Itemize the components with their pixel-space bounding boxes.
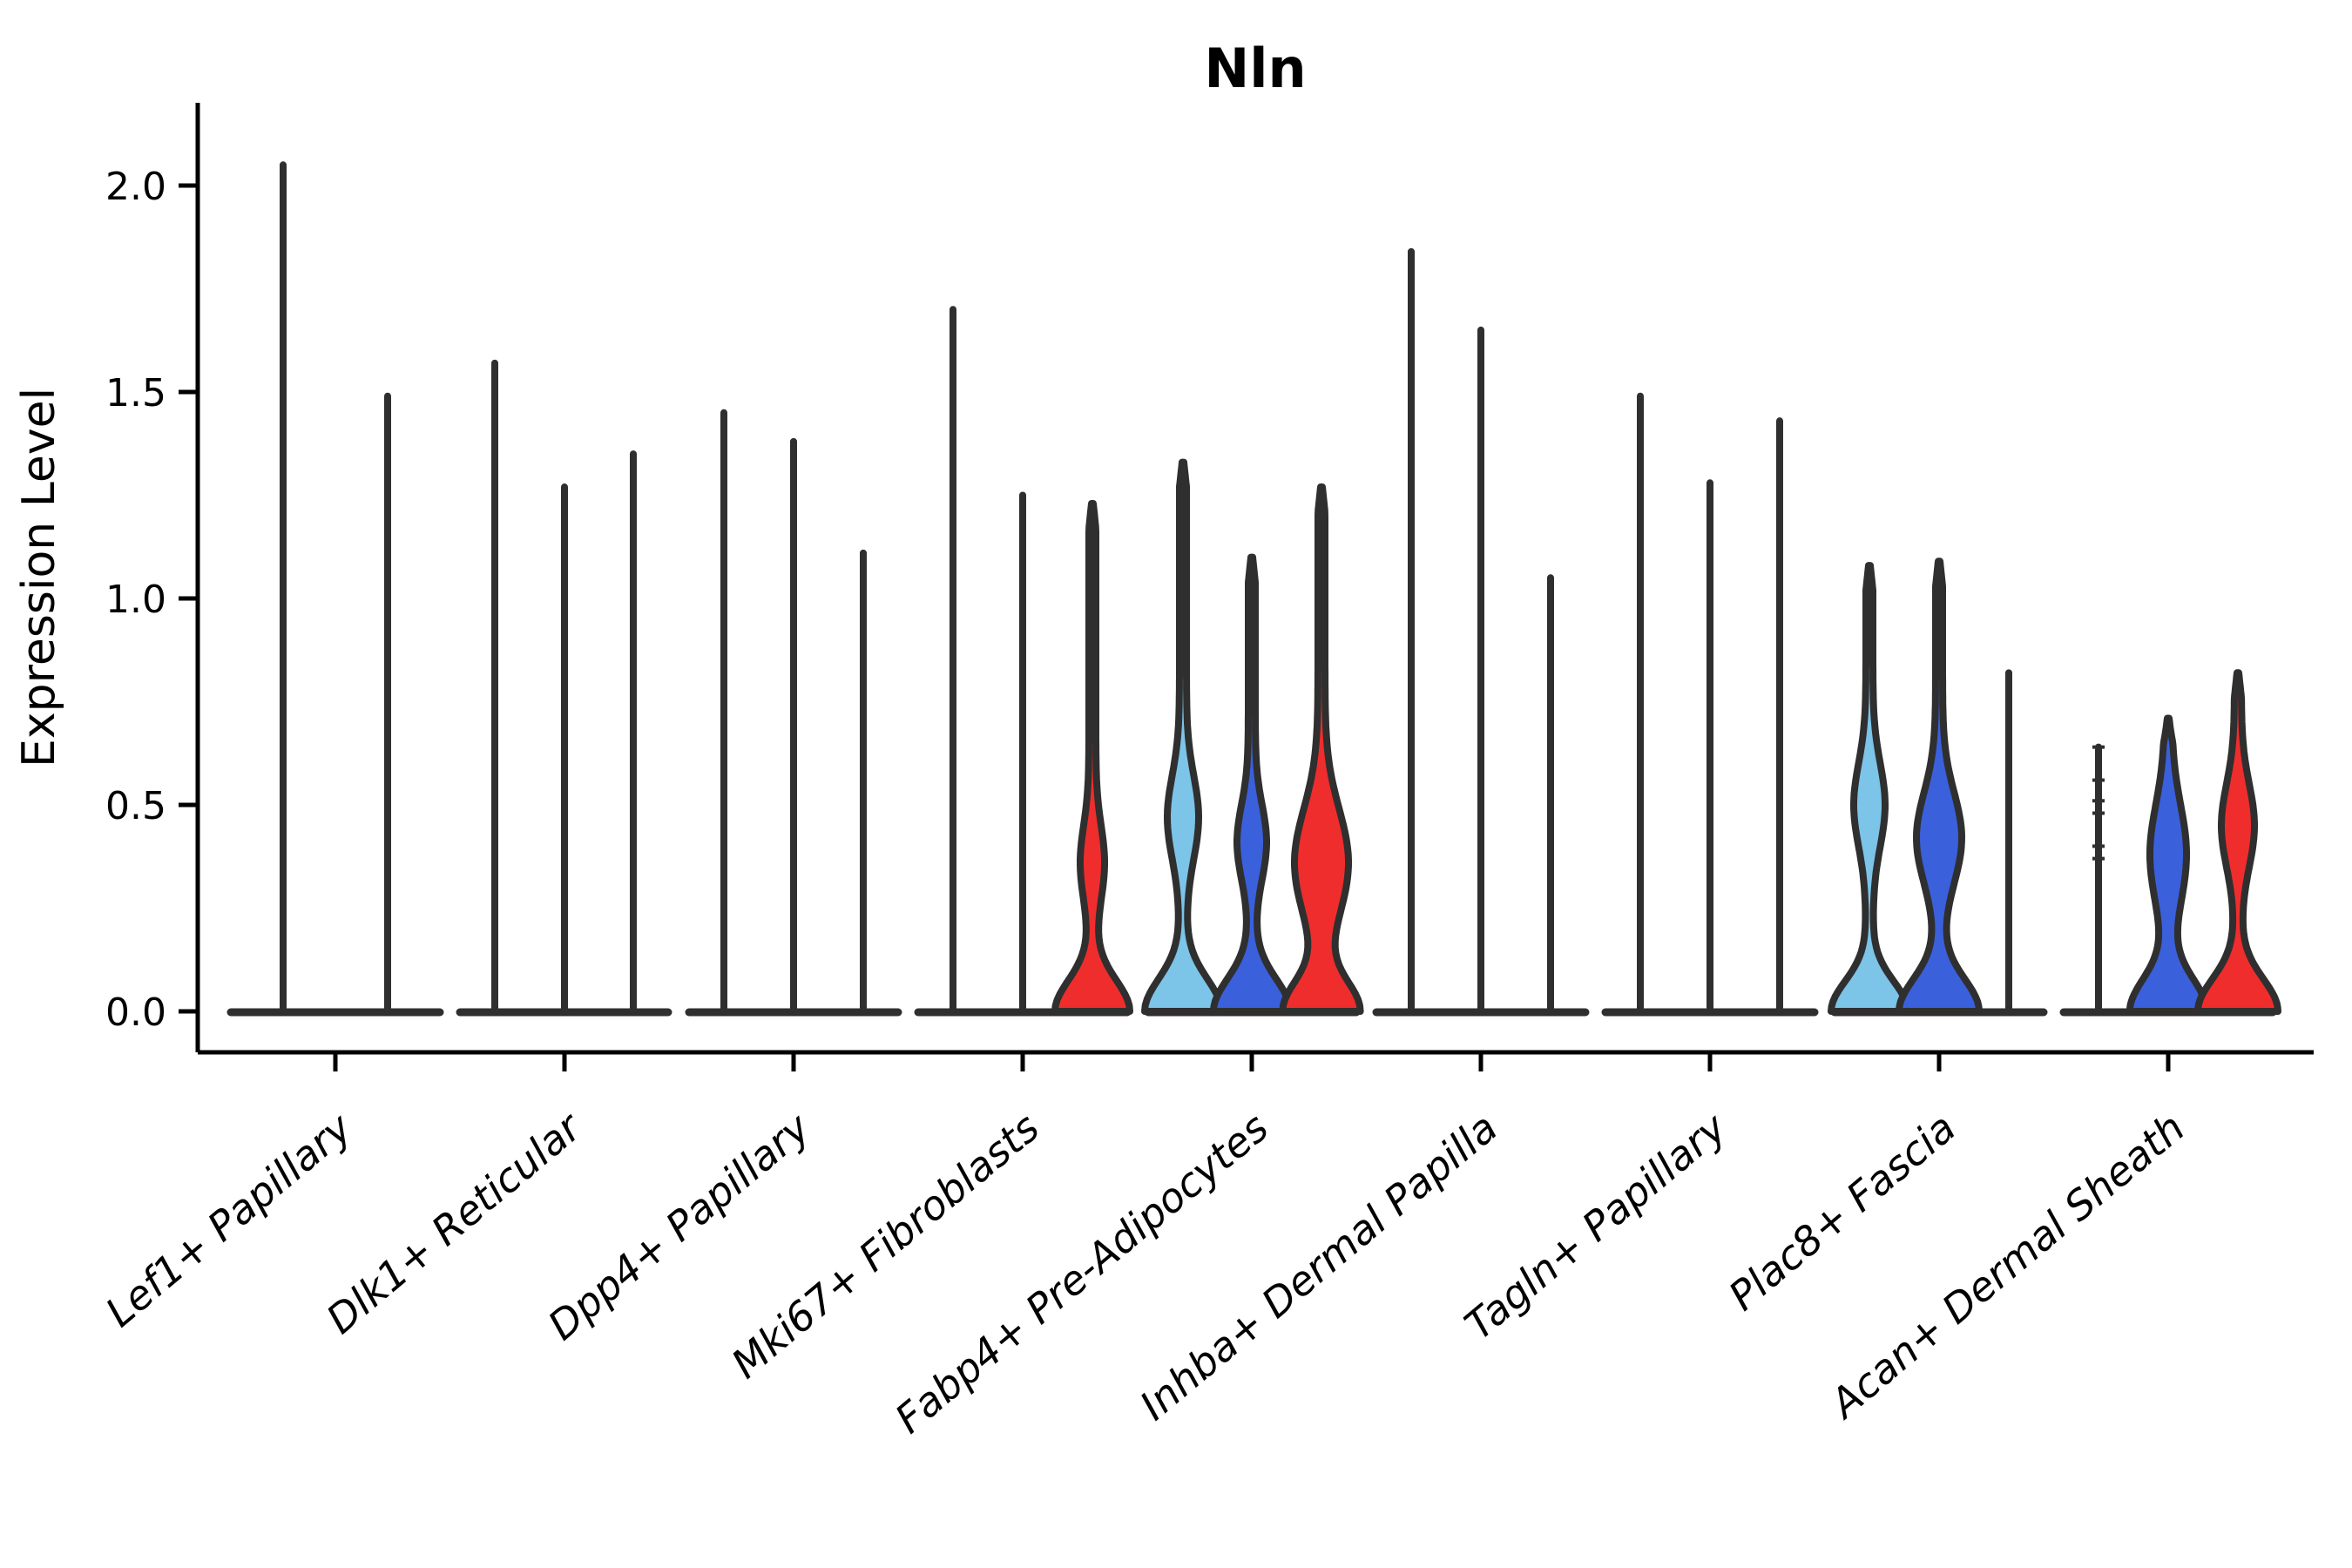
- violin-body-blue: [1210, 553, 1294, 1015]
- y-tick-label: 1.5: [105, 371, 166, 416]
- y-tick-label: 1.0: [105, 578, 166, 622]
- x-tick-label: Lef1+ Papillary: [97, 1104, 362, 1336]
- violin-body-blue: [1896, 558, 1983, 1015]
- chart-title: Nln: [1204, 37, 1306, 100]
- y-tick-label: 0.0: [105, 990, 166, 1035]
- violin-body-lightblue: [1828, 562, 1911, 1015]
- y-tick-label: 0.5: [105, 784, 166, 828]
- x-tick-label: Inhba+ Dermal Papilla: [1131, 1104, 1506, 1429]
- violin-body-lightblue: [1141, 458, 1225, 1015]
- violin-body-red: [1279, 483, 1364, 1015]
- y-tick-label: 2.0: [105, 165, 166, 209]
- x-tick-label: Fabp4+ Pre-Adipocytes: [886, 1104, 1277, 1443]
- violin-body-blue: [2126, 714, 2211, 1015]
- x-tick-label: Plac8+ Fascia: [1720, 1104, 1964, 1320]
- y-axis-label: Expression Level: [13, 388, 65, 767]
- violin-body-red: [1051, 500, 1133, 1015]
- violin-body-red: [2194, 669, 2281, 1015]
